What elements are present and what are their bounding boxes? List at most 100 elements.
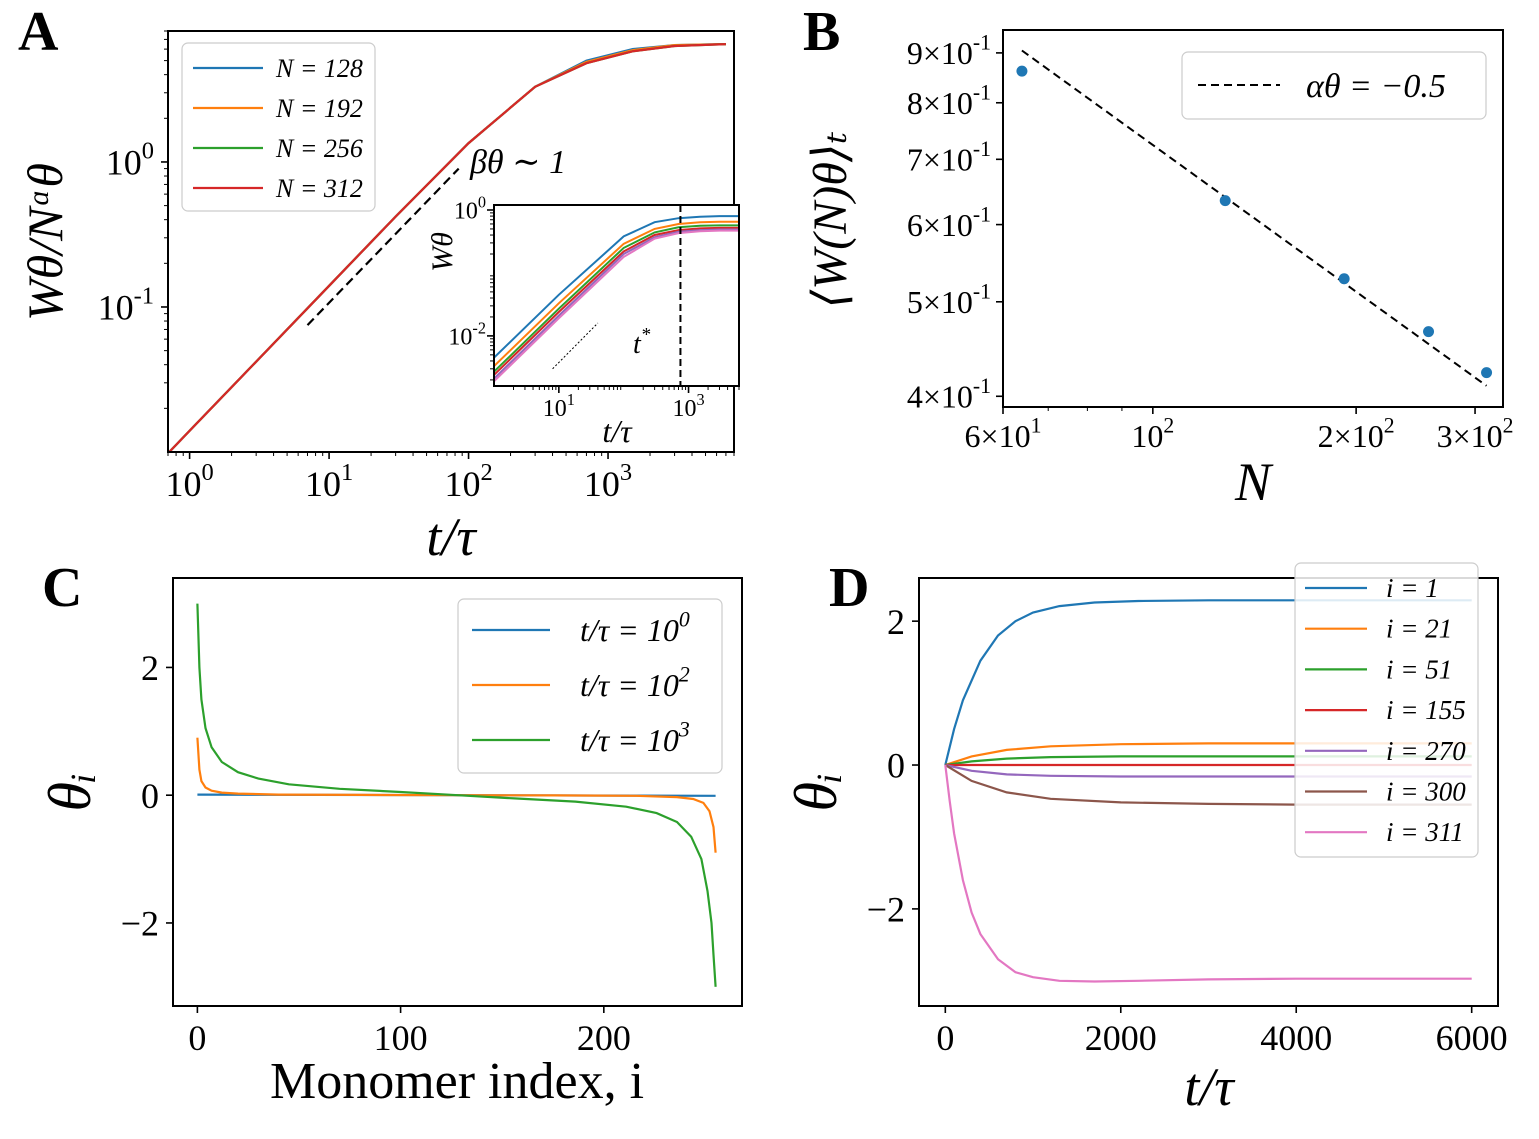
- series-line-blue: [944, 599, 1472, 766]
- x-tick-label: 101: [305, 459, 353, 504]
- axes-frame: [172, 577, 743, 1007]
- panel-d: D 0 2000 4000 6000 2 0 −2 t/τ θᵢ i = 1 i = 21 i = 51…: [783, 557, 1508, 1117]
- y-tick-label: 2: [141, 648, 159, 688]
- x-tick-label: 103: [672, 390, 704, 422]
- panel-a-inset: t* 101 103 100 10-2 t/τ Wθ: [426, 193, 740, 449]
- inset-background: [494, 205, 739, 386]
- panel-label: A: [18, 1, 59, 63]
- x-tick-label: 103: [584, 459, 632, 504]
- legend-entry: i = 21: [1386, 614, 1452, 644]
- axes-frame: [1002, 29, 1504, 408]
- legend-entry: i = 155: [1386, 695, 1466, 725]
- panel-label: D: [829, 557, 869, 619]
- inset-frame: [493, 204, 740, 387]
- y-tick-label: 100: [454, 193, 486, 225]
- legend-entry: N = 256: [275, 134, 363, 163]
- y-tick-label: 5×10-1: [907, 280, 991, 320]
- crossover-time-label: t*: [633, 324, 651, 360]
- inset-y-label: Wθ: [426, 232, 459, 272]
- data-point: [1016, 65, 1028, 77]
- x-tick-label: 0: [936, 1018, 954, 1058]
- legend-entry: i = 51: [1386, 654, 1452, 684]
- x-tick-label: 102: [1131, 414, 1174, 454]
- legend-entry: t/τ = 100: [580, 608, 690, 648]
- y-tick-label: 7×10-1: [907, 137, 991, 177]
- y-axis-label: θᵢ: [37, 773, 103, 812]
- x-axis-label: t/τ: [1184, 1057, 1235, 1117]
- y-tick-label: 0: [887, 746, 905, 786]
- legend-box: [457, 598, 723, 774]
- legend-entry: t/τ = 102: [580, 663, 690, 703]
- y-axis-label: ⟨W(N)θ⟩ₜ: [804, 131, 857, 308]
- legend-box: [1181, 51, 1487, 120]
- inset-series-red: [494, 226, 739, 376]
- y-axis-label: θᵢ: [783, 773, 849, 812]
- inset-series-purple: [494, 228, 739, 380]
- x-tick-label: 6×101: [965, 414, 1042, 454]
- y-tick-label: 8×10-1: [907, 81, 991, 121]
- x-tick-label: 4000: [1260, 1018, 1332, 1058]
- inset-series-green: [494, 224, 739, 373]
- panel-label: C: [42, 557, 82, 619]
- inset-series-blue: [494, 215, 739, 359]
- slope-guide-line: [306, 167, 460, 326]
- fit-line: [1021, 49, 1488, 387]
- y-tick-label: 100: [106, 137, 154, 182]
- data-point: [1481, 367, 1493, 379]
- y-tick-label: 6×10-1: [907, 202, 991, 242]
- legend: αθ = −0.5: [1181, 51, 1487, 120]
- legend: t/τ = 100 t/τ = 102 t/τ = 103: [457, 598, 723, 774]
- x-axis-label: N: [1234, 452, 1274, 512]
- series-line-orange: [196, 737, 717, 853]
- data-point: [1338, 273, 1350, 285]
- legend-entry: i = 270: [1386, 736, 1466, 766]
- legend: N = 128 N = 192 N = 256 N = 312: [181, 42, 376, 212]
- series-line-green: [196, 603, 717, 987]
- legend-entry: i = 1: [1386, 573, 1439, 603]
- legend: i = 1 i = 21 i = 51 i = 155 i = 270 i = 300 i …: [1294, 562, 1479, 858]
- y-axis-label: Wθ/Nᵅθ: [17, 163, 73, 321]
- y-tick-label: 0: [141, 776, 159, 816]
- series-line-red: [168, 43, 726, 452]
- data-point: [1423, 326, 1435, 338]
- inset-x-label: t/τ: [602, 413, 633, 449]
- y-tick-label: 4×10-1: [907, 374, 991, 414]
- legend-entry: αθ = −0.5: [1306, 68, 1446, 105]
- slope-annotation: βθ ∼ 1: [469, 144, 566, 181]
- legend-entry: N = 128: [275, 54, 363, 83]
- panel-label: B: [803, 1, 840, 63]
- y-tick-label: −2: [121, 904, 159, 944]
- legend-entry: i = 311: [1386, 817, 1464, 847]
- x-tick-label: 100: [374, 1018, 428, 1058]
- series-line-pink: [944, 764, 1472, 983]
- x-tick-label: 2000: [1085, 1018, 1157, 1058]
- inset-slope-guide: [552, 322, 599, 370]
- x-tick-label: 101: [543, 390, 575, 422]
- x-tick-label: 0: [188, 1018, 206, 1058]
- x-tick-label: 200: [577, 1018, 631, 1058]
- panel-b: B 6×101 102 2×102 3×102 9×10-1 8×10-1 7×10-1 6×1…: [803, 1, 1514, 512]
- y-tick-label: 10-2: [448, 318, 486, 350]
- x-tick-label: 6000: [1436, 1018, 1508, 1058]
- panel-a: Aβθ ∼ 1 100 101 102 103 100 10-1 t/τ Wθ/Nᵅθ N = 1…: [17, 1, 735, 567]
- legend-box: [181, 42, 376, 212]
- data-point: [1219, 195, 1231, 207]
- inset-series-pink: [494, 229, 739, 383]
- legend-entry: N = 312: [275, 174, 363, 203]
- y-tick-label: 9×10-1: [907, 31, 991, 71]
- x-tick-label: 2×102: [1318, 414, 1395, 454]
- x-tick-label: 100: [165, 459, 213, 504]
- y-tick-label: −2: [867, 889, 905, 929]
- x-axis-label: t/τ: [426, 507, 477, 567]
- inset-series-orange: [494, 220, 739, 367]
- y-tick-label: 10-1: [98, 282, 154, 327]
- axes-frame: [918, 577, 1499, 1007]
- x-axis-label: Monomer index, i: [270, 1053, 644, 1110]
- x-tick-label: 3×102: [1437, 414, 1514, 454]
- legend-box: [1294, 562, 1479, 858]
- legend-entry: t/τ = 103: [580, 718, 690, 758]
- x-tick-label: 102: [444, 459, 492, 504]
- y-tick-label: 2: [887, 602, 905, 642]
